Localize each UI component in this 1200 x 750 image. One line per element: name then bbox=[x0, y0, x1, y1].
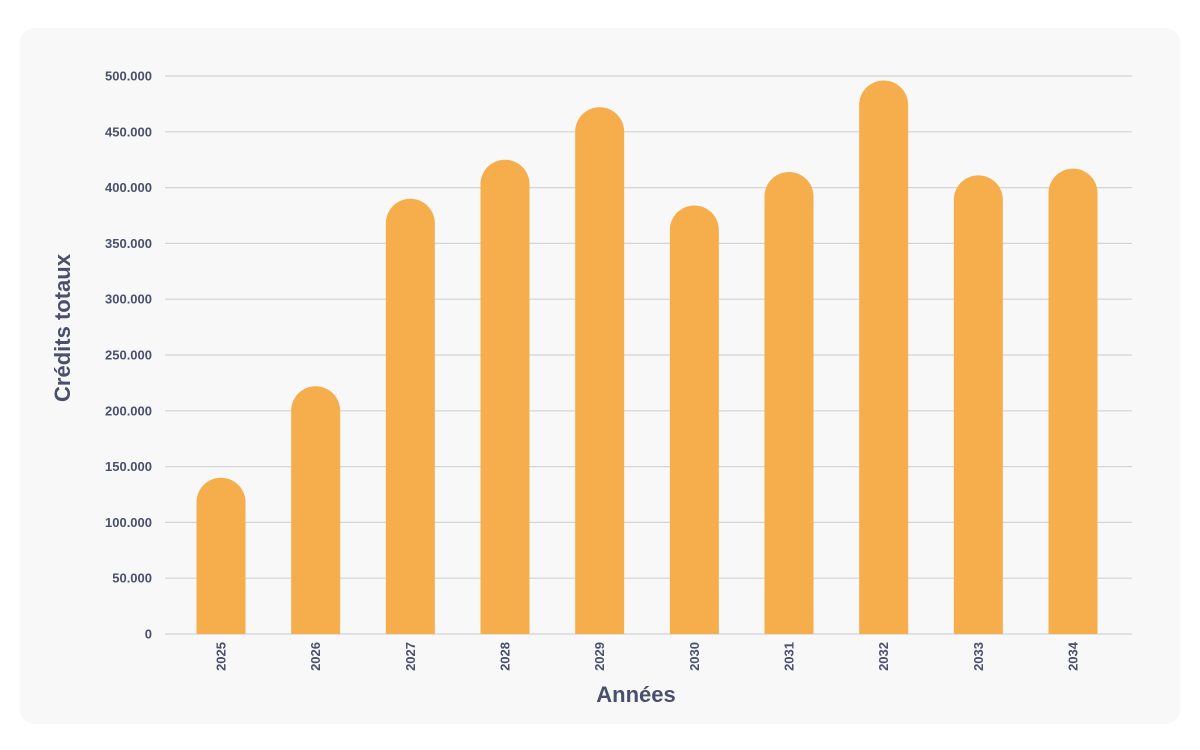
bar-2027 bbox=[385, 198, 435, 634]
x-tick-label: 2031 bbox=[782, 642, 797, 671]
y-tick-label: 350.000 bbox=[105, 236, 152, 251]
bar-2025 bbox=[196, 477, 246, 634]
x-tick-label: 2028 bbox=[498, 642, 513, 671]
y-tick-label: 250.000 bbox=[105, 348, 152, 363]
y-tick-label: 500.000 bbox=[105, 69, 152, 84]
y-tick-label: 450.000 bbox=[105, 124, 152, 139]
x-tick-label: 2032 bbox=[876, 642, 891, 671]
x-tick-label: 2034 bbox=[1066, 641, 1081, 671]
y-tick-label: 400.000 bbox=[105, 180, 152, 195]
x-tick-label: 2025 bbox=[214, 642, 229, 671]
bars bbox=[196, 80, 1098, 635]
x-tick-label: 2033 bbox=[971, 642, 986, 671]
y-axis-ticks: 0 50.000 100.000 150.000 200.000 250.000 300.0… bbox=[105, 69, 152, 642]
x-tick-label: 2027 bbox=[403, 642, 418, 671]
y-tick-label: 50.000 bbox=[112, 571, 152, 586]
bar-2033 bbox=[953, 175, 1003, 635]
y-tick-label: 100.000 bbox=[105, 515, 152, 530]
y-axis-title: Crédits totaux bbox=[50, 253, 75, 402]
bar-2034 bbox=[1048, 168, 1098, 635]
x-axis-title: Années bbox=[596, 682, 675, 707]
bar-2026 bbox=[291, 386, 341, 634]
bar-2030 bbox=[669, 205, 719, 634]
bar-2028 bbox=[480, 159, 530, 634]
y-tick-label: 300.000 bbox=[105, 292, 152, 307]
bar-2029 bbox=[575, 107, 625, 635]
x-axis-ticks: 2025 2026 2027 2028 2029 2030 2031 2032 2033 2034 bbox=[214, 641, 1081, 671]
y-tick-label: 0 bbox=[145, 627, 152, 642]
x-tick-label: 2030 bbox=[687, 642, 702, 671]
y-tick-label: 200.000 bbox=[105, 403, 152, 418]
bar-2032 bbox=[859, 80, 909, 634]
y-tick-label: 150.000 bbox=[105, 459, 152, 474]
x-tick-label: 2029 bbox=[592, 642, 607, 671]
x-tick-label: 2026 bbox=[308, 642, 323, 671]
bar-2031 bbox=[764, 171, 814, 634]
